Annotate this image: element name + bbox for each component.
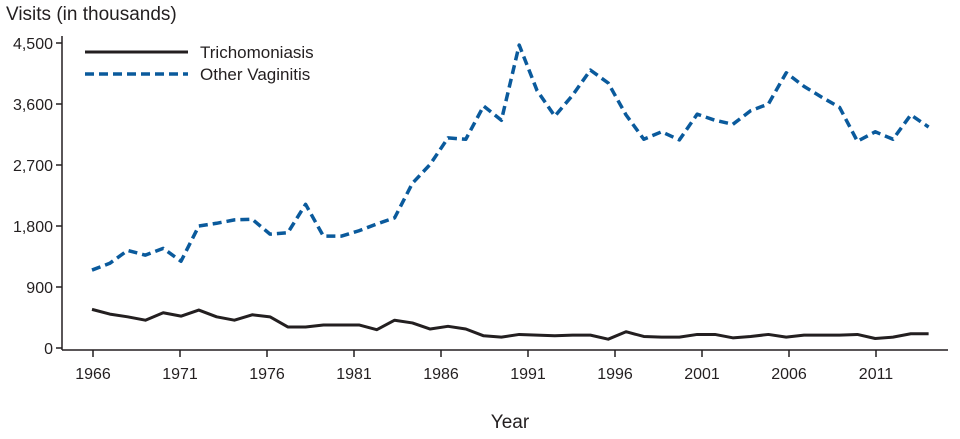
legend-label-other-vaginitis: Other Vaginitis [200,65,310,84]
x-tick-label: 1991 [510,366,546,383]
y-tick-label: 3,600 [13,97,53,114]
y-tick-label: 900 [26,280,53,297]
x-tick-label: 1981 [336,366,372,383]
x-axis-label: Year [491,412,530,433]
legend: Trichomoniasis Other Vaginitis [85,43,314,84]
x-tick-label: 2006 [771,366,807,383]
x-tick-label: 2011 [859,366,894,383]
x-tick-label: 1966 [75,366,111,383]
legend-label-trichomoniasis: Trichomoniasis [200,43,314,62]
x-tick-label: 1986 [423,366,459,383]
y-tick-label: 2,700 [13,158,53,175]
x-tick-label: 1971 [162,366,198,383]
y-tick-label: 4,500 [13,36,53,53]
y-tick-label: 0 [44,341,53,358]
x-tick-label: 1976 [249,366,285,383]
y-axis-label: Visits (in thousands) [6,4,177,25]
x-tick-label: 1996 [597,366,633,383]
x-tick-label: 2001 [684,366,720,383]
y-tick-label: 1,800 [13,219,53,236]
series-line-trichomoniasis [92,309,929,339]
